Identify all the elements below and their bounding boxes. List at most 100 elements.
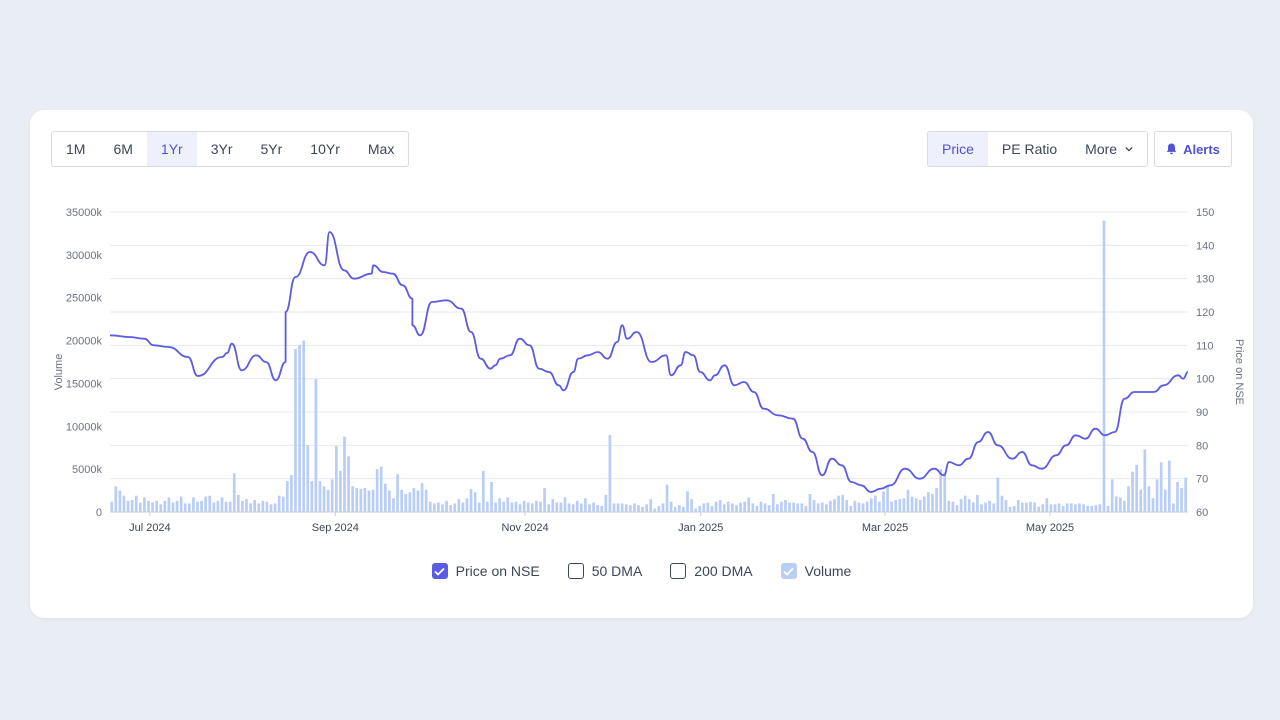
volume-bar <box>763 503 767 512</box>
legend-50-dma[interactable]: 50 DMA <box>567 563 642 579</box>
volume-bar <box>371 489 375 512</box>
tab-pe-ratio[interactable]: PE Ratio <box>1001 141 1058 157</box>
volume-bar <box>837 495 840 512</box>
volume-bar <box>927 492 930 512</box>
tab-price[interactable]: Price <box>928 132 988 166</box>
volume-bar <box>412 488 416 512</box>
volume-bar <box>669 501 673 512</box>
volume-bar <box>1106 506 1110 512</box>
volume-bar <box>906 489 910 512</box>
bell-icon <box>1166 143 1177 155</box>
checkbox-icon[interactable] <box>567 563 584 579</box>
volume-bar <box>208 495 212 512</box>
volume-bar <box>339 470 342 512</box>
volume-bar <box>731 503 734 512</box>
volume-bar <box>755 506 759 512</box>
volume-bar <box>1082 504 1085 512</box>
legend-price-on-nse[interactable]: Price on NSE <box>431 563 540 579</box>
volume-bar <box>261 500 265 512</box>
y-right-tick-label: 90 <box>1196 407 1208 419</box>
volume-bar <box>702 503 706 512</box>
volume-bar <box>690 499 693 512</box>
legend-volume[interactable]: Volume <box>780 563 851 579</box>
volume-bar <box>118 490 122 512</box>
volume-bar <box>673 506 677 512</box>
range-tab-6m[interactable]: 6M <box>113 141 133 157</box>
volume-bar <box>833 499 836 512</box>
volume-bar <box>661 503 665 512</box>
volume-bar <box>918 500 922 512</box>
metric-selector: Price PE Ratio More <box>927 131 1149 167</box>
range-tab-3yr[interactable]: 3Yr <box>210 141 233 157</box>
volume-bar <box>1090 506 1094 512</box>
volume-bar <box>192 497 195 512</box>
volume-bar <box>147 500 150 512</box>
volume-bar <box>677 505 681 512</box>
volume-bar <box>281 496 285 512</box>
volume-bar <box>277 495 281 512</box>
legend-200-dma[interactable]: 200 DMA <box>670 563 753 579</box>
volume-bar <box>971 502 975 512</box>
y-left-tick-label: 15000k <box>66 378 103 390</box>
volume-bar <box>657 506 661 512</box>
volume-bar <box>1074 504 1077 512</box>
volume-bar <box>988 500 991 512</box>
volume-bar <box>155 500 158 512</box>
volume-bar <box>175 500 179 512</box>
volume-bar <box>461 502 465 512</box>
checkbox-icon[interactable] <box>431 563 448 579</box>
volume-bar <box>1061 506 1065 512</box>
volume-bar <box>1163 489 1167 512</box>
volume-bar <box>747 497 751 512</box>
volume-bar <box>804 506 808 512</box>
volume-bar <box>771 494 775 512</box>
volume-bar <box>653 508 657 512</box>
volume-bar <box>187 503 191 512</box>
volume-bar <box>530 503 534 512</box>
volume-bar <box>608 434 612 512</box>
volume-bar <box>424 489 428 512</box>
volume-bar <box>114 486 118 512</box>
checkbox-icon[interactable] <box>670 563 687 579</box>
volume-bar <box>163 500 167 512</box>
volume-bar <box>1127 486 1130 512</box>
volume-bar <box>510 502 514 512</box>
volume-bar <box>637 505 640 512</box>
volume-bar <box>869 498 873 512</box>
range-tab-1yr[interactable]: 1Yr <box>146 132 197 166</box>
volume-bar <box>682 506 685 512</box>
volume-bar <box>257 503 261 512</box>
y-left-tick-label: 25000k <box>66 293 103 305</box>
volume-bar <box>726 501 730 512</box>
volume-bar <box>326 489 330 512</box>
volume-bar <box>245 499 248 512</box>
volume-bar <box>269 504 273 512</box>
volume-bar <box>490 482 493 512</box>
checkbox-icon[interactable] <box>780 563 797 579</box>
volume-bar <box>1020 502 1024 512</box>
range-tab-5yr[interactable]: 5Yr <box>260 141 283 157</box>
range-tab-max[interactable]: Max <box>367 141 395 157</box>
volume-bar <box>465 498 469 512</box>
volume-bar <box>543 488 546 512</box>
volume-bar <box>792 502 795 512</box>
alerts-button[interactable]: Alerts <box>1154 131 1232 167</box>
volume-bar <box>1049 504 1053 512</box>
range-tab-1m[interactable]: 1M <box>66 141 86 157</box>
volume-bar <box>743 501 746 512</box>
volume-bar <box>1041 504 1045 512</box>
volume-bar <box>285 481 289 512</box>
volume-bar <box>1000 495 1004 512</box>
volume-bar <box>849 506 853 512</box>
volume-bar <box>575 500 579 512</box>
more-dropdown[interactable]: More <box>1071 132 1147 166</box>
volume-bar <box>224 501 228 512</box>
volume-bar <box>592 502 595 512</box>
range-tab-10yr[interactable]: 10Yr <box>310 141 340 157</box>
volume-bar <box>535 500 538 512</box>
x-tick-label: Sep 2024 <box>312 522 359 534</box>
volume-bar <box>1057 503 1061 512</box>
volume-bar <box>604 494 608 512</box>
volume-bar <box>882 491 885 512</box>
y-left-tick-label: 5000k <box>72 464 102 476</box>
